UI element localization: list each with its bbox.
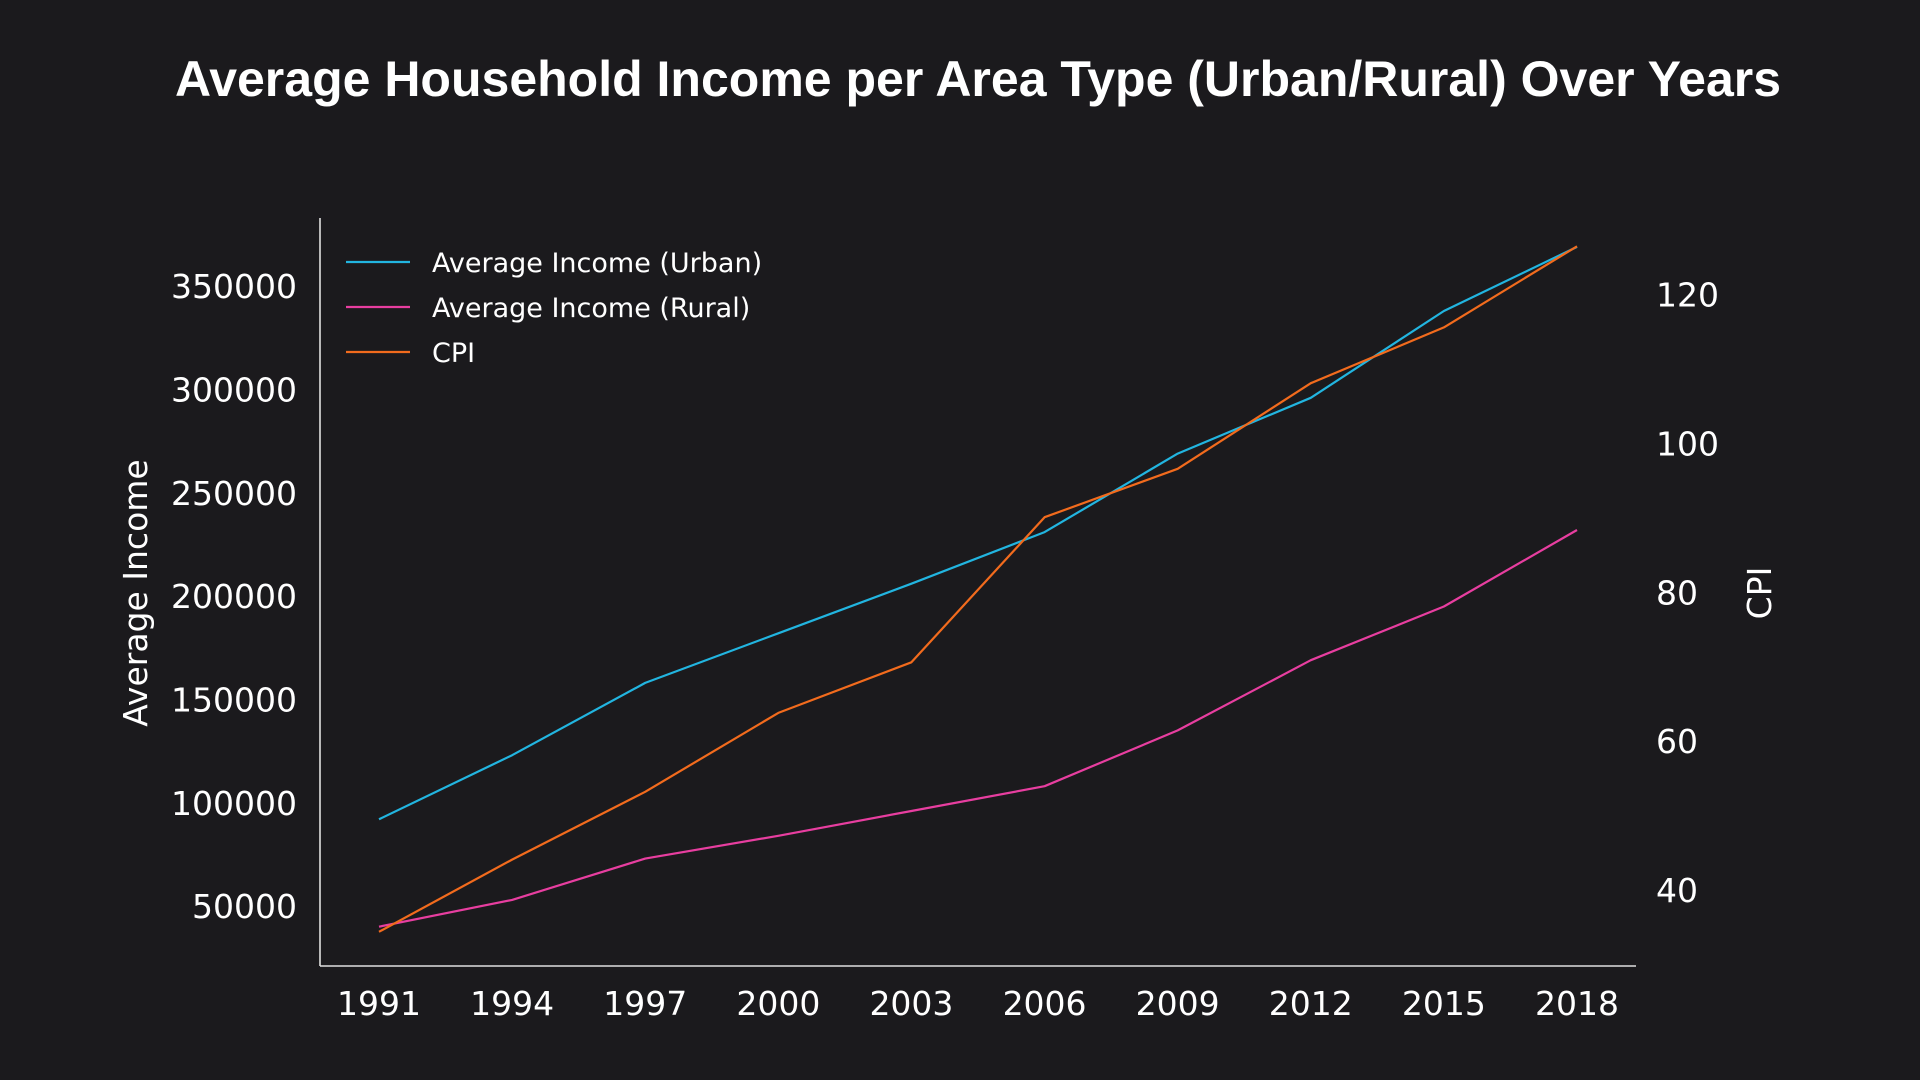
chart-legend: Average Income (Urban) Average Income (R… [346,248,762,369]
x-tick-label: 1997 [603,984,687,1023]
x-tick-label: 2006 [1003,984,1087,1023]
x-tick-label: 1994 [470,984,554,1023]
urban-income-line [378,245,1578,821]
x-tick-label: 2015 [1402,984,1486,1023]
left-y-tick-label: 350000 [171,267,297,306]
cpi-line [378,245,1578,933]
left-y-tick-label: 150000 [171,680,297,719]
right-y-tick-label: 120 [1656,276,1719,315]
x-tick-label: 2003 [869,984,953,1023]
left-y-axis-label: Average Income [116,459,155,726]
legend-label-urban: Average Income (Urban) [432,248,762,279]
right-y-axis-label: CPI [1740,567,1779,620]
right-y-tick-label: 80 [1656,573,1698,612]
right-y-tick-label: 60 [1656,722,1698,761]
left-y-tick-labels: 50000 100000 150000 200000 250000 300000 35000… [171,267,297,926]
right-y-tick-label: 40 [1656,871,1698,910]
chart-title: Average Household Income per Area Type (… [175,51,1781,107]
legend-label-cpi: CPI [432,338,475,369]
left-y-tick-label: 250000 [171,474,297,513]
right-y-tick-label: 100 [1656,425,1719,464]
rural-income-line [378,529,1578,928]
x-tick-label: 2009 [1136,984,1220,1023]
left-y-tick-label: 100000 [171,784,297,823]
left-y-tick-label: 50000 [192,887,297,926]
series-lines [378,245,1578,933]
x-tick-label: 1991 [337,984,421,1023]
x-tick-label: 2000 [736,984,820,1023]
left-y-tick-label: 300000 [171,371,297,410]
x-tick-label: 2018 [1535,984,1619,1023]
right-y-tick-labels: 40 60 80 100 120 [1656,276,1719,910]
x-tick-labels: 1991 1994 1997 2000 2003 2006 2009 2012 2015 2018 [337,984,1619,1023]
chart-axes [319,218,1636,967]
left-y-tick-label: 200000 [171,577,297,616]
x-tick-label: 2012 [1269,984,1353,1023]
legend-label-rural: Average Income (Rural) [432,293,750,324]
